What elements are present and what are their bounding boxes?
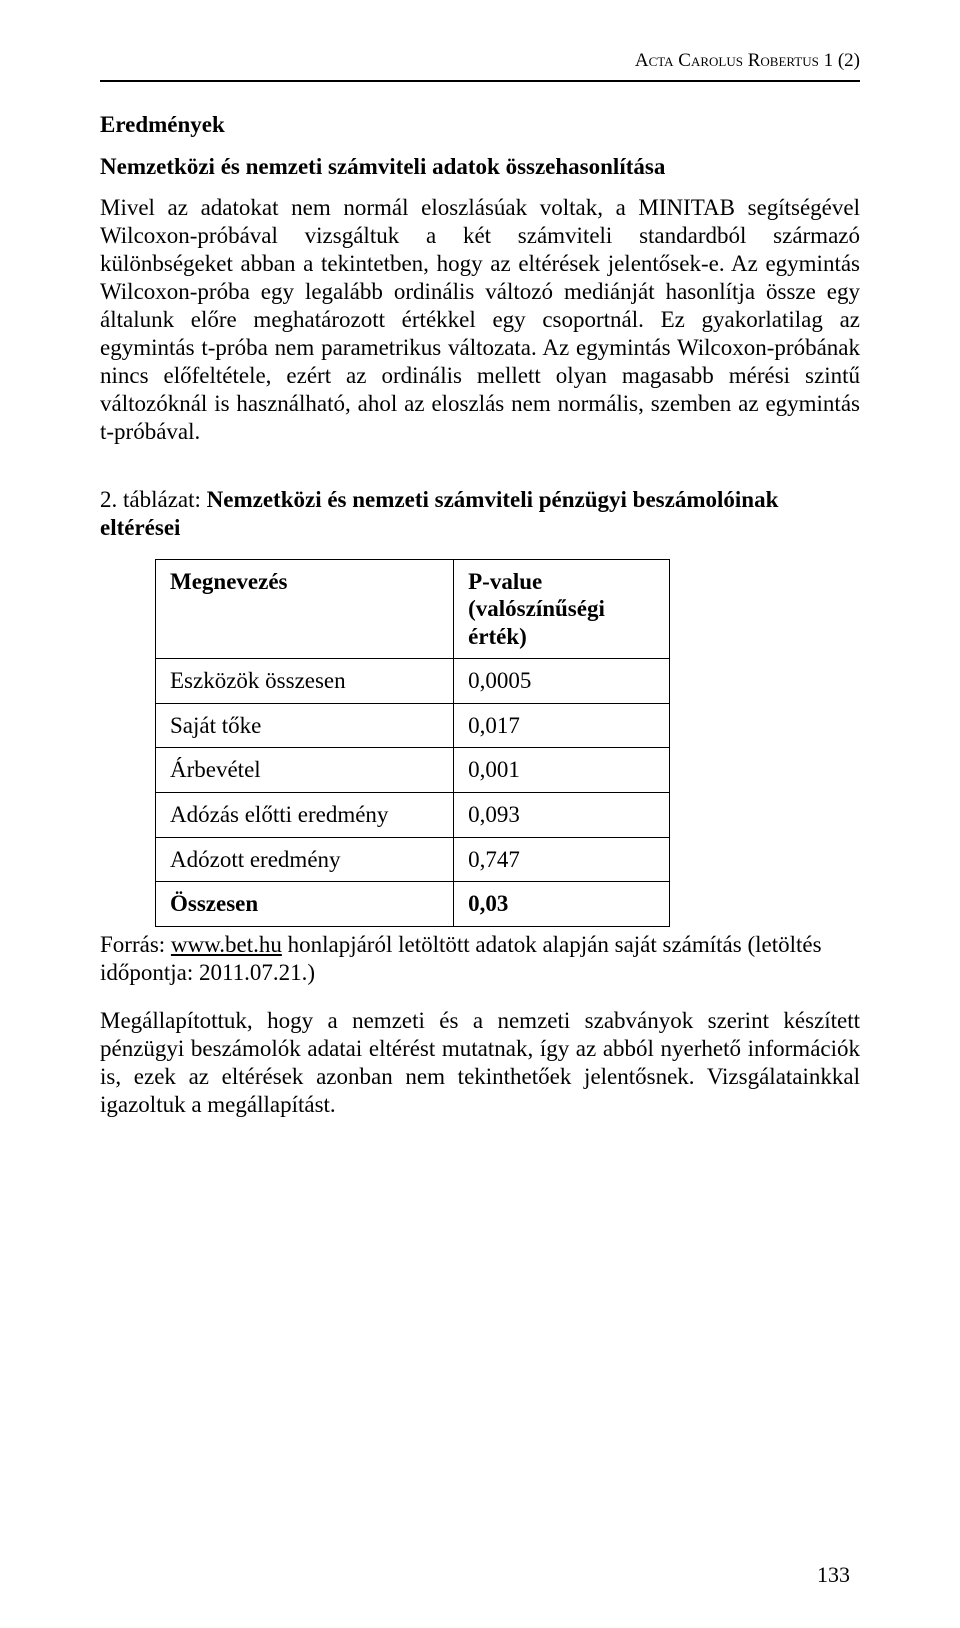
table-row: Adózás előtti eredmény0,093 <box>156 793 670 838</box>
table-cell-value: 0,017 <box>454 703 670 748</box>
table-cell-value: 0,093 <box>454 793 670 838</box>
table-row: Saját tőke0,017 <box>156 703 670 748</box>
table-cell-label: Eszközök összesen <box>156 659 454 704</box>
table-cell-label: Összesen <box>156 882 454 927</box>
table-cell-value: 0,747 <box>454 837 670 882</box>
header-rule <box>100 80 860 82</box>
journal-header: Acta Carolus Robertus 1 (2) <box>100 50 860 72</box>
conclusion-paragraph: Megállapítottuk, hogy a nemzeti és a nem… <box>100 1007 860 1119</box>
source-link[interactable]: www.bet.hu <box>171 932 282 957</box>
table-caption: 2. táblázat: Nemzetközi és nemzeti számv… <box>100 486 860 542</box>
table-cell-label: Árbevétel <box>156 748 454 793</box>
table-header-col2: P-value(valószínűségi érték) <box>454 559 670 659</box>
table-row: Eszközök összesen0,0005 <box>156 659 670 704</box>
table-row: Adózott eredmény0,747 <box>156 837 670 882</box>
table-container: Megnevezés P-value(valószínűségi érték) … <box>155 559 860 927</box>
section-title: Eredmények <box>100 112 860 138</box>
results-table: Megnevezés P-value(valószínűségi érték) … <box>155 559 670 927</box>
page-number: 133 <box>817 1562 850 1588</box>
table-cell-value: 0,001 <box>454 748 670 793</box>
intro-paragraph: Mivel az adatokat nem normál eloszlásúak… <box>100 194 860 446</box>
table-cell-value: 0,03 <box>454 882 670 927</box>
caption-prefix: 2. táblázat: <box>100 487 207 512</box>
table-cell-label: Adózás előtti eredmény <box>156 793 454 838</box>
table-header-col1: Megnevezés <box>156 559 454 659</box>
table-header-row: Megnevezés P-value(valószínűségi érték) <box>156 559 670 659</box>
section-subtitle: Nemzetközi és nemzeti számviteli adatok … <box>100 154 860 180</box>
table-row: Árbevétel0,001 <box>156 748 670 793</box>
source-prefix: Forrás: <box>100 932 171 957</box>
table-row: Összesen0,03 <box>156 882 670 927</box>
table-cell-label: Adózott eredmény <box>156 837 454 882</box>
table-cell-value: 0,0005 <box>454 659 670 704</box>
table-cell-label: Saját tőke <box>156 703 454 748</box>
table-source: Forrás: www.bet.hu honlapjáról letöltött… <box>100 931 860 987</box>
